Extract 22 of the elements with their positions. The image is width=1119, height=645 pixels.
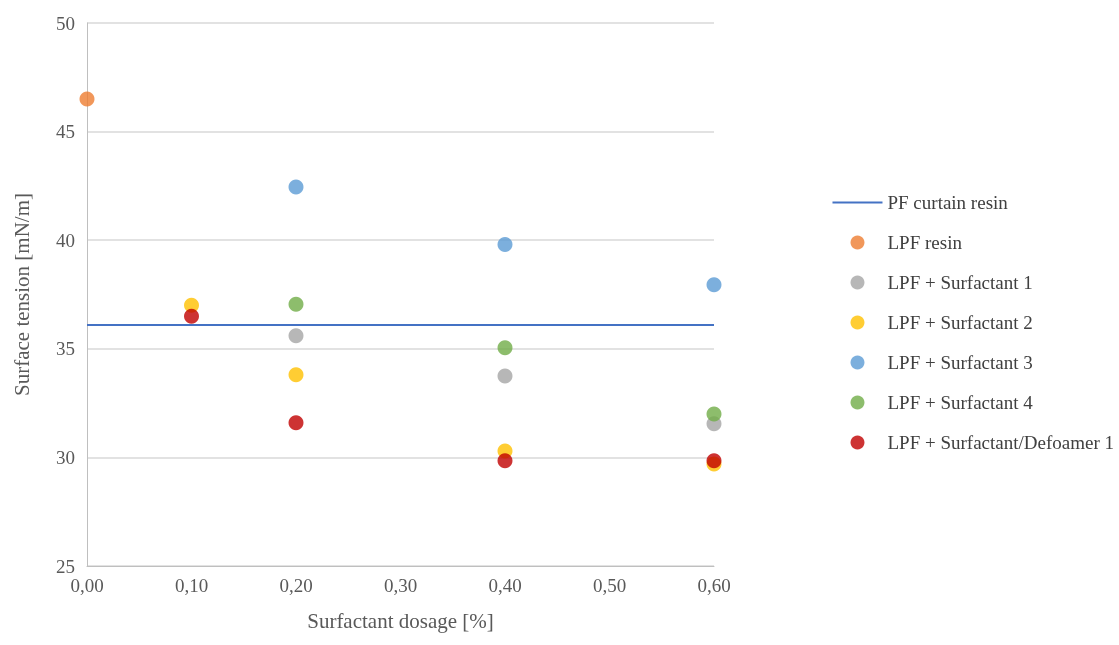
x-axis-title: Surfactant dosage [%] [307,608,494,633]
legend-label: LPF + Surfactant 2 [887,312,1033,333]
y-tick-label: 35 [56,338,75,360]
x-tick-label: 0,30 [383,575,418,596]
y-axis-title: Surface tension [mN/m] [9,193,34,396]
legend-label: LPF + Surfactant 1 [887,272,1033,293]
legend-label: LPF + Surfactant 3 [887,352,1033,373]
y-tick-label: 50 [56,12,75,34]
x-tick-label: 0,40 [488,575,522,596]
y-tick-label: 25 [56,555,75,577]
x-tick-label: 0,20 [279,575,313,596]
y-tick-label: 45 [56,121,75,143]
y-tick-label: 40 [56,229,75,251]
x-tick-label: 0,50 [592,575,627,596]
x-tick-label: 0,60 [697,575,731,596]
legend-label: LPF + Surfactant 4 [887,392,1034,413]
legend-label: LPF + Surfactant/Defoamer 1 [887,432,1114,453]
y-tick-label: 30 [56,446,75,468]
x-tick-label: 0,00 [70,575,104,596]
x-tick-label: 0,10 [174,575,209,596]
legend-label: LPF resin [887,232,963,253]
legend-label: PF curtain resin [887,192,1009,213]
